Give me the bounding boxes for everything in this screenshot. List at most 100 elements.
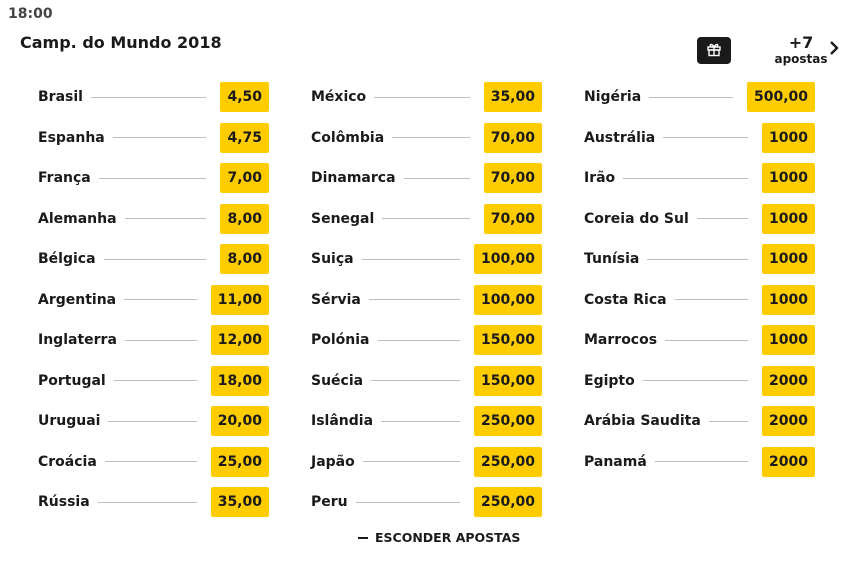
odds-row: Austrália 1000 [584, 122, 815, 153]
team-name: Irão [584, 170, 616, 186]
row-divider-line [124, 299, 197, 300]
odd-button[interactable]: 250,00 [473, 487, 542, 517]
row-divider-line [374, 96, 470, 98]
odd-button[interactable]: 1000 [762, 203, 815, 234]
odd-button[interactable]: 1000 [762, 325, 815, 355]
team-name: Suiça [311, 251, 354, 267]
team-name: Peru [311, 494, 348, 510]
odds-row: Portugal 18,00 [38, 365, 269, 396]
team-name: Coreia do Sul [584, 210, 689, 227]
gift-button[interactable] [697, 37, 731, 64]
odds-row: Bélgica 8,00 [38, 244, 269, 274]
row-divider-line [124, 339, 197, 341]
team-name: Argentina [38, 291, 117, 308]
row-divider-line [104, 461, 197, 462]
gift-icon [706, 41, 722, 61]
team-name: Costa Rica [584, 291, 667, 308]
odds-row: Costa Rica 1000 [584, 284, 815, 315]
odds-row: Uruguai 20,00 [38, 406, 269, 436]
row-divider-line [674, 299, 749, 300]
odd-button[interactable]: 250,00 [473, 406, 542, 436]
team-name: Suécia [311, 372, 364, 389]
row-divider-line [642, 380, 749, 381]
odd-button[interactable]: 7,00 [220, 163, 269, 193]
row-divider-line [708, 420, 749, 422]
odds-row: Egipto 2000 [584, 365, 815, 396]
hide-bets-button[interactable]: ESCONDER APOSTAS [358, 530, 520, 545]
row-divider-line [663, 137, 749, 138]
row-divider-line [113, 380, 197, 381]
row-divider-line [108, 420, 197, 422]
odd-button[interactable]: 100,00 [473, 244, 542, 274]
odd-button[interactable]: 35,00 [210, 487, 269, 517]
odd-button[interactable]: 250,00 [473, 446, 542, 477]
team-name: Egipto [584, 372, 635, 389]
minus-icon [358, 536, 368, 539]
more-bets-label: apostas [774, 52, 828, 66]
odd-button[interactable]: 1000 [762, 122, 815, 153]
odd-button[interactable]: 150,00 [473, 325, 542, 355]
odd-button[interactable]: 12,00 [210, 325, 269, 355]
team-name: Tunísia [584, 251, 640, 267]
odd-button[interactable]: 8,00 [220, 203, 269, 234]
more-bets-link[interactable]: +7 apostas [768, 33, 834, 66]
odd-button[interactable]: 20,00 [210, 406, 269, 436]
row-divider-line [647, 258, 749, 260]
row-divider-line [112, 137, 207, 138]
odd-button[interactable]: 70,00 [483, 163, 542, 193]
row-divider-line [368, 299, 460, 300]
odds-row: Croácia 25,00 [38, 446, 269, 477]
row-divider-line [371, 380, 460, 381]
odds-row: Arábia Saudita 2000 [584, 406, 815, 436]
odd-button[interactable]: 4,50 [220, 82, 269, 112]
team-name: Islândia [311, 413, 374, 429]
odds-row: Espanha 4,75 [38, 122, 269, 153]
team-name: Panamá [584, 453, 647, 470]
odds-column-3: Nigéria 500,00 Austrália 1000 Irão 1000 Coreia… [584, 82, 815, 487]
odd-button[interactable]: 4,75 [220, 122, 269, 153]
odds-row: Japão 250,00 [311, 446, 542, 477]
row-divider-line [362, 461, 460, 462]
row-divider-line [361, 258, 460, 260]
odd-button[interactable]: 2000 [762, 406, 815, 436]
odds-row: Sérvia 100,00 [311, 284, 542, 315]
team-name: Senegal [311, 210, 375, 227]
odds-row: Brasil 4,50 [38, 82, 269, 112]
row-divider-line [355, 501, 460, 503]
odds-row: Panamá 2000 [584, 446, 815, 477]
team-name: México [311, 89, 367, 105]
odds-row: Alemanha 8,00 [38, 203, 269, 234]
row-divider-line [623, 177, 749, 179]
odd-button[interactable]: 100,00 [473, 284, 542, 315]
odd-button[interactable]: 35,00 [483, 82, 542, 112]
odd-button[interactable]: 18,00 [210, 365, 269, 396]
team-name: Portugal [38, 372, 106, 389]
team-name: Croácia [38, 453, 97, 470]
event-title: Camp. do Mundo 2018 [20, 33, 222, 52]
row-divider-line [377, 339, 460, 341]
odd-button[interactable]: 150,00 [473, 365, 542, 396]
row-divider-line [124, 218, 207, 219]
hide-bets-label: ESCONDER APOSTAS [375, 530, 521, 545]
odd-button[interactable]: 1000 [762, 244, 815, 274]
odd-button[interactable]: 2000 [762, 365, 815, 396]
odd-button[interactable]: 2000 [762, 446, 815, 477]
odd-button[interactable]: 1000 [762, 163, 815, 193]
row-divider-line [382, 218, 470, 219]
team-name: Austrália [584, 129, 656, 146]
team-name: Espanha [38, 129, 105, 146]
odd-button[interactable]: 1000 [762, 284, 815, 315]
row-divider-line [97, 501, 197, 503]
odds-row: Senegal 70,00 [311, 203, 542, 234]
odds-column-2: México 35,00 Colômbia 70,00 Dinamarca 70,00 Se… [311, 82, 542, 528]
odd-button[interactable]: 8,00 [220, 244, 269, 274]
odd-button[interactable]: 70,00 [483, 203, 542, 234]
odd-button[interactable]: 11,00 [210, 284, 269, 315]
odd-button[interactable]: 500,00 [746, 82, 815, 112]
odds-row: Suiça 100,00 [311, 244, 542, 274]
odd-button[interactable]: 70,00 [483, 122, 542, 153]
odds-row: Nigéria 500,00 [584, 82, 815, 112]
row-divider-line [381, 420, 460, 422]
odd-button[interactable]: 25,00 [210, 446, 269, 477]
chevron-right-icon[interactable] [828, 40, 840, 60]
